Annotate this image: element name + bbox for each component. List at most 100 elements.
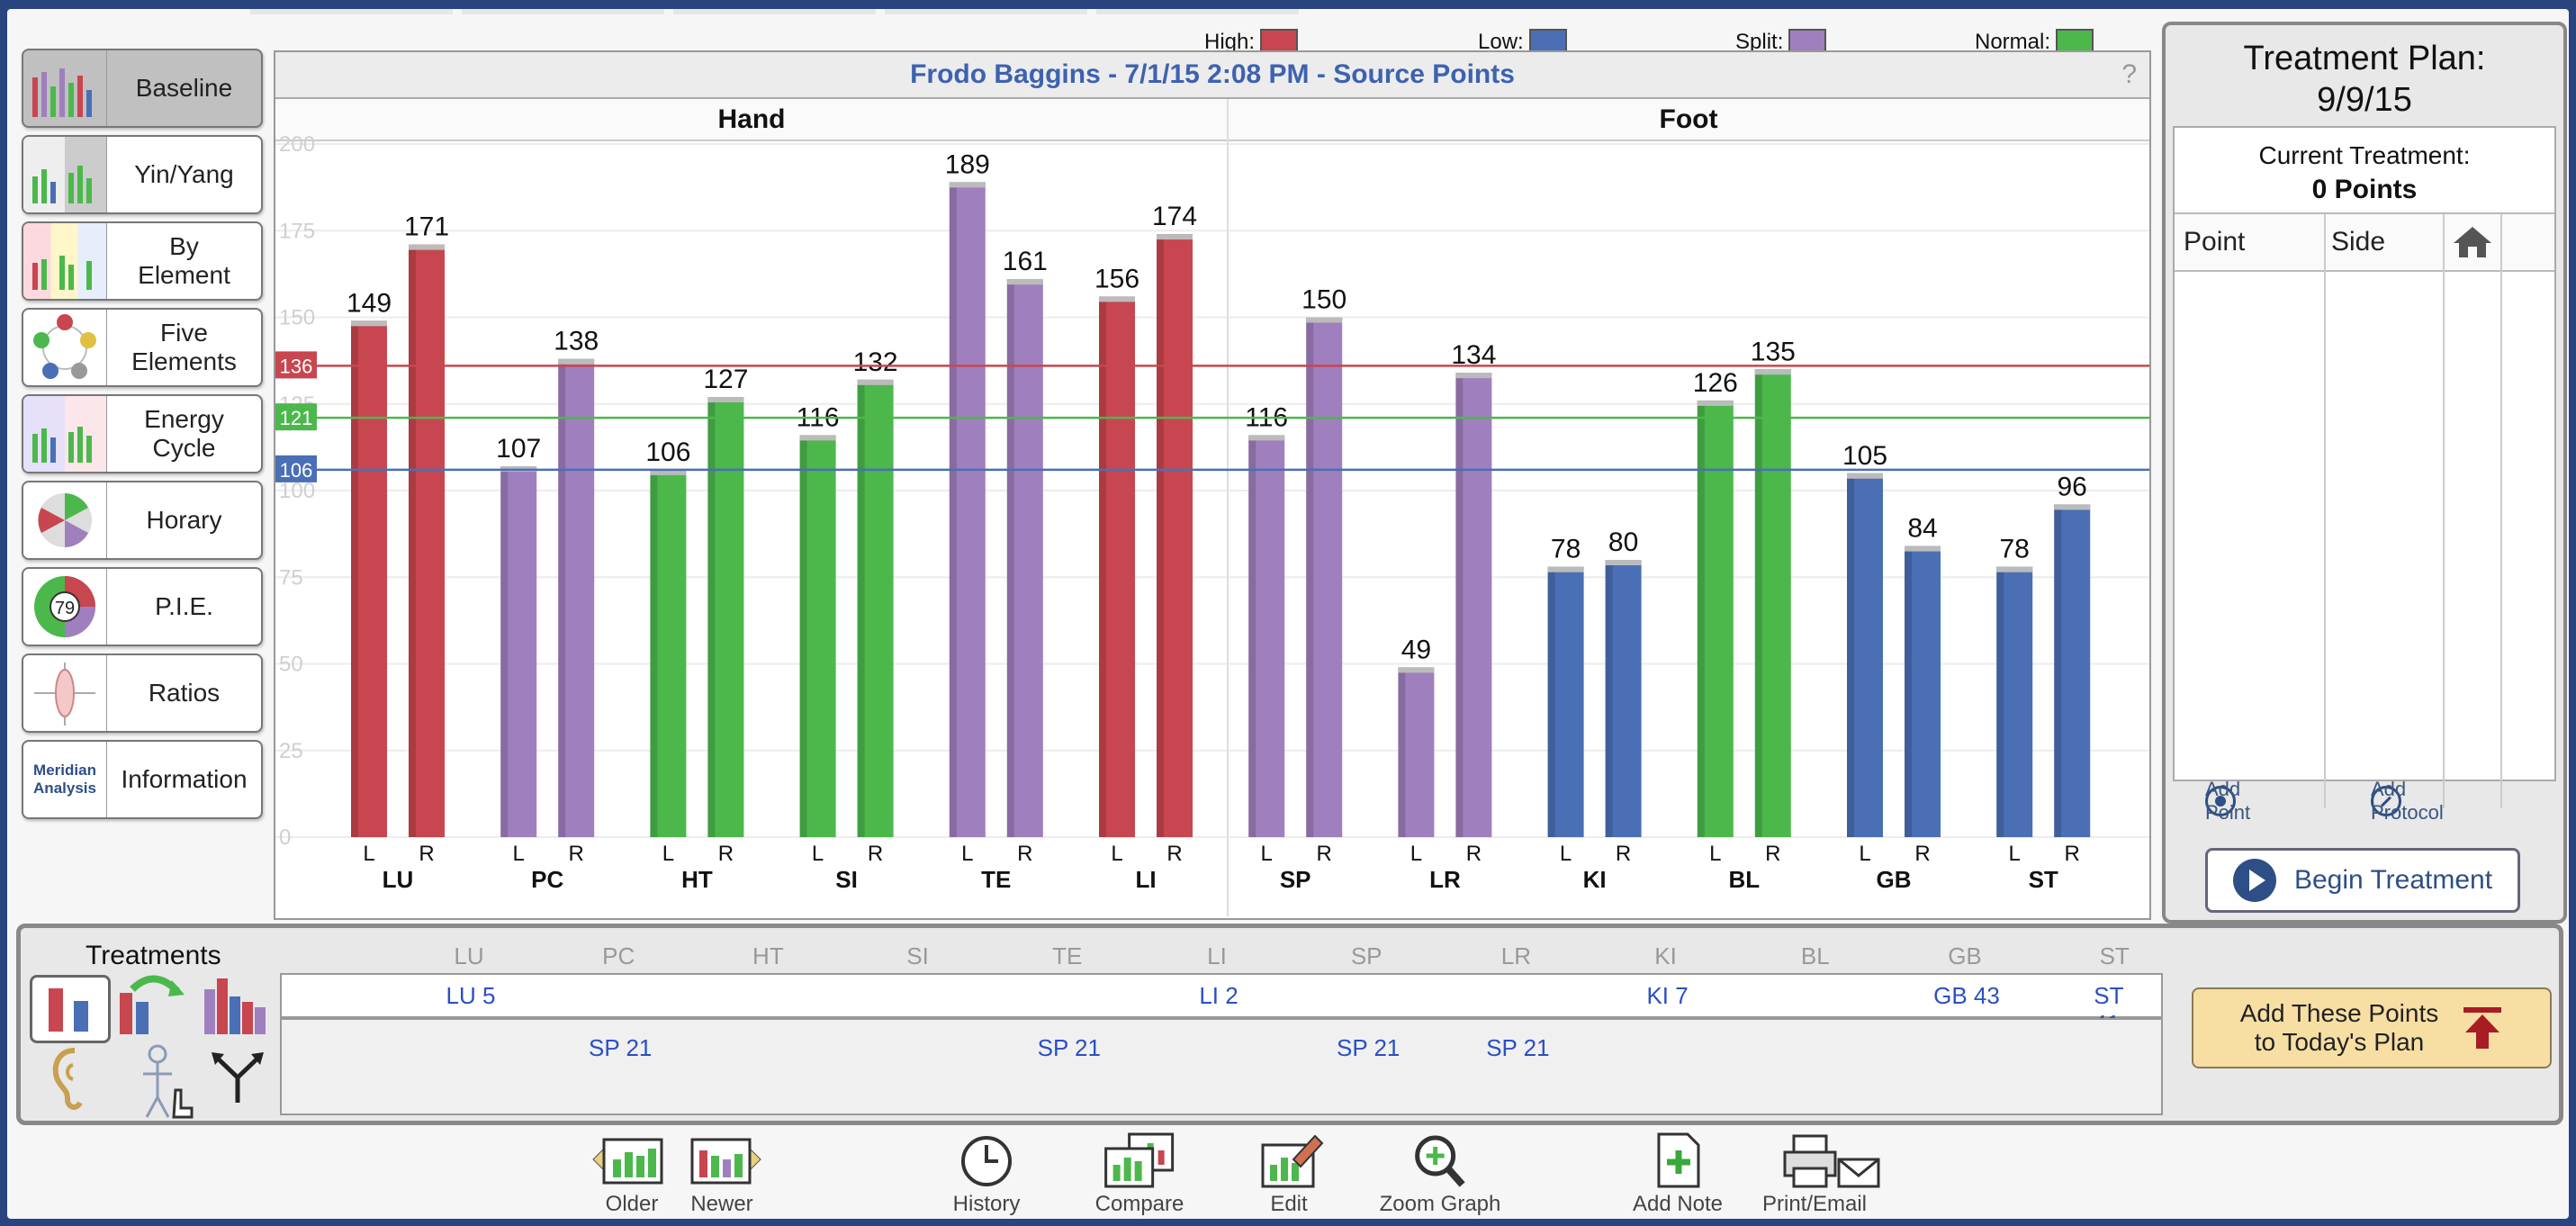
treatment-point[interactable]: SP 21 <box>1337 1034 1401 1061</box>
edit-label: Edit <box>1270 1192 1308 1216</box>
add-note-button[interactable]: Add Note <box>1633 1132 1723 1217</box>
add-protocol-label: Add Protocol <box>2371 778 2444 824</box>
home-icon[interactable] <box>2450 223 2495 266</box>
nav-information[interactable]: Meridian Analysis Information <box>22 740 263 819</box>
treatment-point[interactable]: LI 2 <box>1199 982 1238 1009</box>
nav-baseline[interactable]: Baseline <box>22 49 263 128</box>
nav-ratios[interactable]: Ratios <box>22 654 263 733</box>
horary-thumb-icon <box>23 482 107 558</box>
tab[interactable] <box>673 9 876 14</box>
treatment-point[interactable]: SP 21 <box>1037 1034 1101 1061</box>
treatments-panel: Treatments LU PC HT SI TE LI SP LR KI BL GB ST LU 5… <box>16 924 2563 1125</box>
y-tick-label: 75 <box>279 565 303 590</box>
print-email-icon <box>1774 1132 1880 1188</box>
bar-cap <box>1605 560 1642 565</box>
side-label: L <box>513 842 525 866</box>
nav-energy-cycle[interactable]: Energy Cycle <box>22 394 263 473</box>
treatment-point[interactable]: SP 21 <box>589 1034 653 1061</box>
treatment-col-header: BL <box>1800 942 1830 969</box>
bars-view-icon[interactable] <box>30 975 111 1043</box>
target-icon <box>2205 786 2236 816</box>
group-header-band <box>275 99 2149 140</box>
bar-shade <box>1398 667 1406 837</box>
body-hand-icon[interactable] <box>127 1043 199 1123</box>
bar-shade <box>650 469 658 837</box>
print-email-label: Print/Email <box>1761 1192 1868 1216</box>
nav-label: By Element <box>138 231 230 289</box>
tab[interactable] <box>885 9 1087 14</box>
column-divider <box>2500 214 2502 808</box>
tab[interactable] <box>1096 9 1299 14</box>
bar-value-label: 127 <box>703 365 748 394</box>
nav-horary[interactable]: Horary <box>22 481 263 560</box>
bar-cap <box>1905 545 1941 552</box>
bar-shade <box>500 466 509 837</box>
column-divider <box>2443 214 2445 808</box>
bar-value-label: 78 <box>1551 535 1581 564</box>
nav-five-elements[interactable]: Five Elements <box>22 308 263 387</box>
ear-icon[interactable] <box>48 1045 93 1118</box>
bar-value-label: 174 <box>1152 202 1197 231</box>
energy-cycle-thumb-icon <box>23 396 107 472</box>
bar-shade <box>1847 473 1854 837</box>
help-icon[interactable]: ? <box>2121 59 2137 89</box>
side-label: R <box>419 842 434 866</box>
nav-label: Horary <box>146 505 222 534</box>
y-tick-label: 200 <box>279 132 315 157</box>
category-label-lu: LU <box>383 866 414 893</box>
rotate-view-icon[interactable] <box>114 971 190 1042</box>
bar-li-r <box>1157 234 1193 838</box>
side-label: L <box>2009 842 2021 866</box>
bar-shade <box>1248 435 1256 837</box>
chart-title: Frodo Baggins - 7/1/15 2:08 PM - Source … <box>275 52 2149 99</box>
bar-bl-r <box>1754 369 1791 837</box>
bar-value-label: 106 <box>645 437 690 467</box>
treatment-col-header: ST <box>2099 942 2130 969</box>
bar-value-label: 189 <box>945 149 990 179</box>
info-thumb-text: Analysis <box>33 780 96 797</box>
nav-label: Baseline <box>135 73 233 102</box>
col-point-header: Point <box>2184 227 2246 257</box>
tab-strip <box>7 9 2569 14</box>
fork-icon[interactable] <box>206 1050 269 1109</box>
treatment-point[interactable]: GB 43 <box>1933 982 2000 1009</box>
nav-yin-yang[interactable]: Yin/Yang <box>22 135 263 214</box>
multi-bars-icon[interactable] <box>197 971 273 1042</box>
zoom-graph-button[interactable]: Zoom Graph <box>1380 1132 1500 1217</box>
treatment-point[interactable]: SP 21 <box>1486 1034 1550 1061</box>
print-email-button[interactable]: Print/Email <box>1761 1132 1880 1217</box>
begin-treatment-label: Begin Treatment <box>2293 865 2493 895</box>
category-label-sp: SP <box>1280 866 1311 893</box>
bar-value-label: 126 <box>1693 368 1738 398</box>
side-label: L <box>1261 842 1273 866</box>
bar-value-label: 78 <box>2000 535 2030 564</box>
nav-label: P.I.E. <box>155 591 213 620</box>
treatment-col-header: GB <box>1948 942 1982 969</box>
treatment-point[interactable]: LU 5 <box>446 982 496 1009</box>
older-label: Older <box>605 1192 659 1216</box>
add-points-to-plan-button[interactable]: Add These Points to Today's Plan <box>2192 987 2552 1068</box>
edit-button[interactable]: Edit <box>1248 1132 1329 1217</box>
compare-button[interactable]: Compare <box>1095 1132 1184 1217</box>
side-label: L <box>961 842 973 866</box>
bar-cap <box>1996 566 2033 572</box>
nav-by-element[interactable]: By Element <box>22 221 263 301</box>
tab[interactable] <box>462 9 664 14</box>
y-tick-label: 50 <box>279 653 303 677</box>
play-icon <box>2232 859 2276 902</box>
treatment-point[interactable]: KI 7 <box>1646 982 1689 1009</box>
bar-cap <box>558 358 595 365</box>
treatment-col-header: HT <box>752 942 784 969</box>
bar-cap <box>799 435 836 441</box>
history-button[interactable]: History <box>946 1132 1027 1217</box>
tab[interactable] <box>250 9 453 14</box>
treatment-row-2[interactable]: SP 21 SP 21 SP 21 SP 21 <box>280 1018 2163 1115</box>
begin-treatment-button[interactable]: Begin Treatment <box>2205 848 2520 913</box>
category-label-gb: GB <box>1877 866 1912 893</box>
pie-number: 79 <box>55 599 75 618</box>
nav-pie[interactable]: 79 P.I.E. <box>22 567 263 646</box>
newer-button[interactable]: Newer <box>681 1132 762 1217</box>
bar-pc-l <box>500 466 537 837</box>
older-button[interactable]: Older <box>591 1132 672 1217</box>
